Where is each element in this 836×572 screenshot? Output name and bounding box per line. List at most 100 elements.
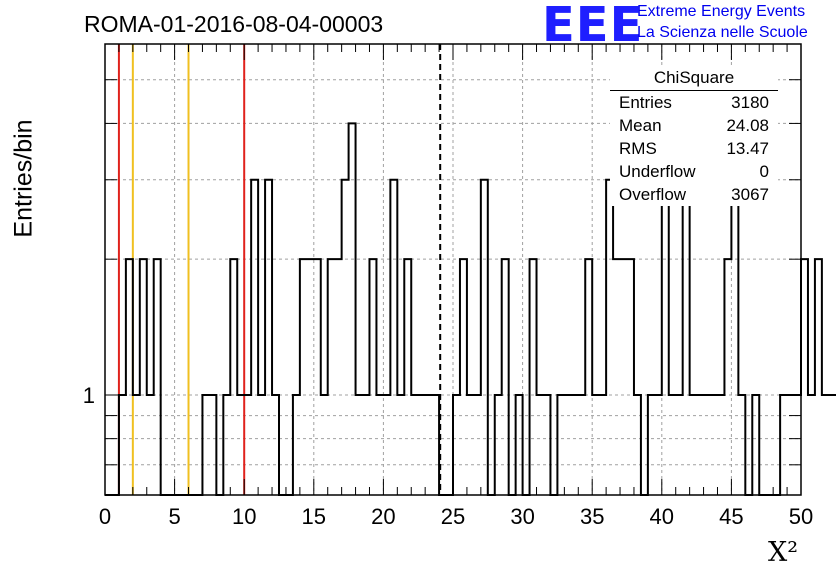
histogram-bin xyxy=(126,259,133,495)
histogram-bin xyxy=(223,395,230,495)
stats-value: 13.47 xyxy=(726,139,769,158)
y-tick-label: 1 xyxy=(83,383,95,408)
eee-logo: EEE xyxy=(542,0,644,53)
y-axis-label-box: Entries/bin xyxy=(6,110,46,250)
histogram-bin xyxy=(349,123,356,495)
x-tick-label: 35 xyxy=(580,504,604,529)
histogram-bin xyxy=(272,395,279,495)
chart-title: ROMA-01-2016-08-04-00003 xyxy=(84,11,384,37)
histogram-bin xyxy=(328,259,335,495)
stats-row-mean: Mean 24.08 xyxy=(610,114,778,137)
stats-value: 24.08 xyxy=(726,116,769,135)
histogram-bin xyxy=(822,395,829,495)
histogram-bin xyxy=(390,180,397,495)
histogram-bin xyxy=(724,259,731,495)
histogram-bin xyxy=(321,395,328,495)
histogram-bin xyxy=(829,395,836,495)
histogram-bin xyxy=(634,395,641,495)
stats-row-rms: RMS 13.47 xyxy=(610,137,778,160)
histogram-bin xyxy=(467,395,474,495)
histogram-bin xyxy=(209,395,216,495)
histogram-bin xyxy=(432,395,439,495)
histogram-bin xyxy=(738,395,745,495)
x-axis-label: X² xyxy=(768,537,798,568)
histogram-bin xyxy=(411,395,418,495)
histogram-bin xyxy=(314,259,321,495)
histogram-bin xyxy=(453,395,460,495)
histogram-bin xyxy=(697,395,704,495)
x-tick-label: 20 xyxy=(371,504,395,529)
stats-label: RMS xyxy=(619,139,657,158)
histogram-bin xyxy=(683,180,690,495)
histogram-bin xyxy=(655,395,662,495)
y-axis-label: Entries/bin xyxy=(9,119,38,238)
axes: 0 5 10 15 20 25 30 35 40 45 50 1 xyxy=(83,43,813,529)
histogram-bin xyxy=(335,259,342,495)
histogram-bin xyxy=(154,259,161,495)
histogram-bin xyxy=(543,395,550,495)
x-tick-label: 25 xyxy=(441,504,465,529)
histogram-bin xyxy=(244,395,251,495)
stats-box: ChiSquare Entries 3180 Mean 24.08 RMS 13.47… xyxy=(610,66,778,206)
histogram-bin xyxy=(369,259,376,495)
histogram-bin xyxy=(251,180,258,495)
histogram-bin xyxy=(613,259,620,495)
x-tick-label: 0 xyxy=(99,504,111,529)
x-axis-label-text: X² xyxy=(768,537,799,568)
histogram-bin xyxy=(794,395,801,495)
histogram-bin xyxy=(460,259,467,495)
histogram-bin xyxy=(133,395,140,495)
histogram-bin xyxy=(704,395,711,495)
histogram-bin xyxy=(752,395,759,495)
histogram-bin xyxy=(307,259,314,495)
histogram-bin xyxy=(801,259,808,495)
stats-label: Mean xyxy=(619,116,662,135)
x-tick-label: 40 xyxy=(650,504,674,529)
histogram-bin xyxy=(502,259,509,495)
histogram-bin xyxy=(627,259,634,495)
x-tick-label: 5 xyxy=(168,504,180,529)
histogram-bin xyxy=(418,395,425,495)
x-tick-label: 15 xyxy=(302,504,326,529)
histogram-bin xyxy=(119,395,126,495)
histogram-bin xyxy=(230,259,237,495)
stats-label: Overflow xyxy=(619,185,687,204)
stats-value: 0 xyxy=(759,162,769,181)
histogram-bin xyxy=(557,395,564,495)
histogram-bin xyxy=(780,395,787,495)
histogram-bin xyxy=(787,395,794,495)
histogram-bin xyxy=(606,180,613,495)
histogram-bin xyxy=(425,395,432,495)
histogram-bin xyxy=(592,395,599,495)
histogram-bin xyxy=(342,180,349,495)
histogram-bin xyxy=(293,395,300,495)
histogram-bin xyxy=(537,395,544,495)
histogram-bin xyxy=(237,395,244,495)
histogram-bin xyxy=(648,395,655,495)
logo-subtitle-1: Extreme Energy Events xyxy=(637,3,806,20)
histogram-bin xyxy=(397,395,404,495)
stats-row-underflow: Underflow 0 xyxy=(610,160,778,183)
histogram-bin xyxy=(717,395,724,495)
stats-label: Underflow xyxy=(619,162,696,181)
histogram-bin xyxy=(383,395,390,495)
histogram-bin xyxy=(578,395,585,495)
histogram-bin xyxy=(474,395,481,495)
histogram-bin xyxy=(300,259,307,495)
histogram-bin xyxy=(669,395,676,495)
histogram-bin xyxy=(495,395,502,495)
x-tick-label: 30 xyxy=(510,504,534,529)
histogram-bin xyxy=(599,395,606,495)
histogram-bin xyxy=(516,395,523,495)
stats-row-entries: Entries 3180 xyxy=(610,91,778,114)
histogram-bin xyxy=(815,259,822,495)
histogram-bin xyxy=(265,180,272,495)
marker-lines xyxy=(117,44,442,495)
histogram-bin xyxy=(376,395,383,495)
histogram-bin xyxy=(481,180,488,495)
stats-value: 3067 xyxy=(731,185,769,204)
histogram-bin xyxy=(690,395,697,495)
histogram-bin xyxy=(564,395,571,495)
x-tick-label: 50 xyxy=(789,504,813,529)
